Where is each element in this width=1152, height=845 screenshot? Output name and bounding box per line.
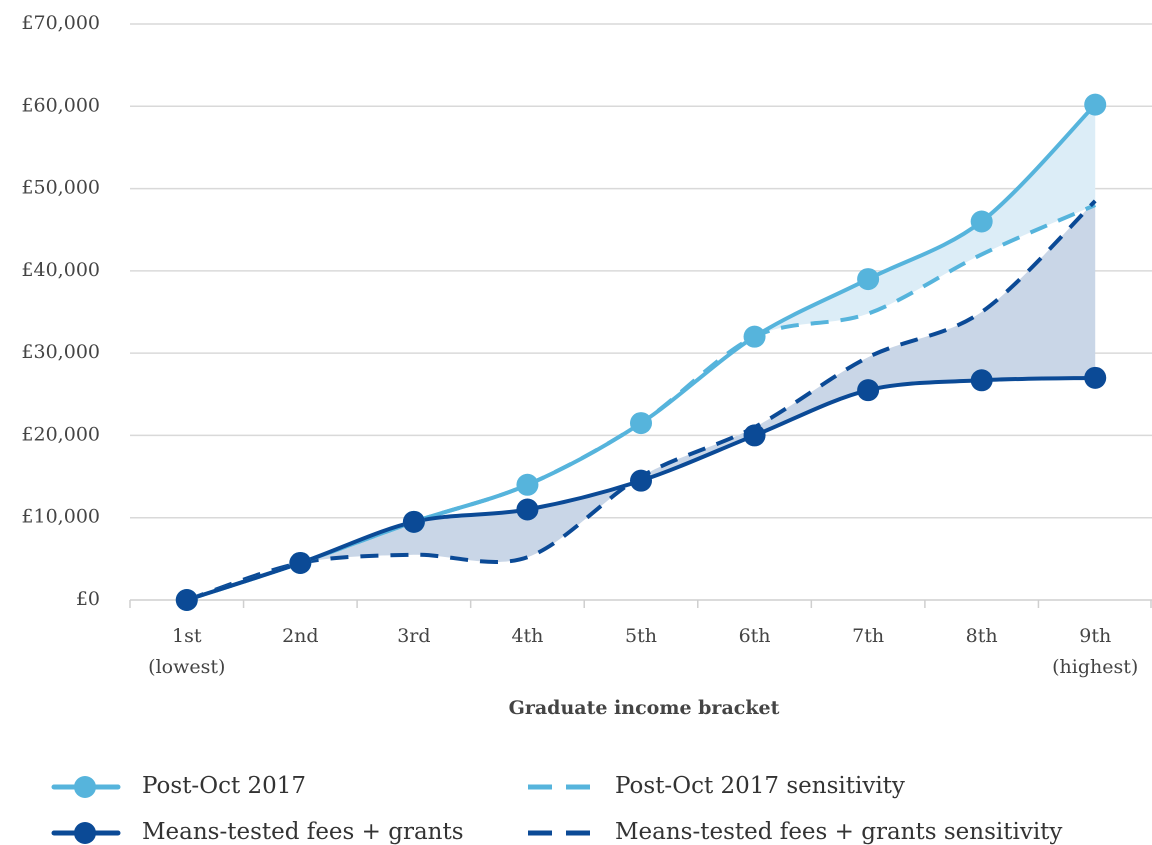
y-tick-label: £20,000: [21, 423, 100, 445]
point: [289, 551, 312, 574]
point: [516, 473, 539, 496]
point: [630, 469, 652, 492]
point: [1084, 366, 1107, 389]
point: [402, 510, 425, 533]
y-tick-label: £70,000: [21, 12, 100, 34]
point: [970, 369, 993, 392]
legend-label: Post-Oct 2017 sensitivity: [615, 773, 905, 799]
x-tick-label: 8th: [966, 625, 998, 647]
x-tick-label: 9th (highest): [1052, 625, 1138, 678]
y-tick-label: £30,000: [21, 341, 100, 363]
x-tick-label: 6th: [739, 625, 771, 647]
y-tick-label: £10,000: [21, 506, 100, 528]
y-tick-label: £60,000: [21, 94, 100, 116]
legend-label: Post-Oct 2017: [142, 773, 306, 799]
point: [857, 379, 880, 402]
series-line: [186, 203, 1097, 602]
point: [857, 268, 880, 291]
x-tick-label: 2nd: [282, 625, 319, 647]
x-tick-label: 3rd: [397, 625, 430, 647]
y-tick-label: £50,000: [21, 177, 100, 199]
point: [1084, 93, 1107, 116]
point: [743, 325, 766, 348]
x-tick-label: 1st (lowest): [148, 625, 225, 678]
y-tick-label: £40,000: [21, 259, 100, 281]
point: [516, 498, 539, 521]
series-line: [186, 199, 1097, 602]
legend-marker: [74, 776, 96, 798]
x-axis-title: Graduate income bracket: [509, 697, 780, 719]
legend-label: Means-tested fees + grants: [142, 819, 464, 845]
point: [630, 412, 652, 435]
point: [175, 589, 198, 611]
point: [743, 424, 766, 447]
legend-marker: [74, 822, 96, 844]
point: [970, 210, 993, 233]
y-tick-label: £0: [76, 588, 100, 610]
legend-label: Means-tested fees + grants sensitivity: [615, 819, 1062, 845]
x-tick-label: 7th: [852, 625, 884, 647]
x-tick-label: 4th: [511, 625, 543, 647]
x-tick-label: 5th: [625, 625, 657, 647]
